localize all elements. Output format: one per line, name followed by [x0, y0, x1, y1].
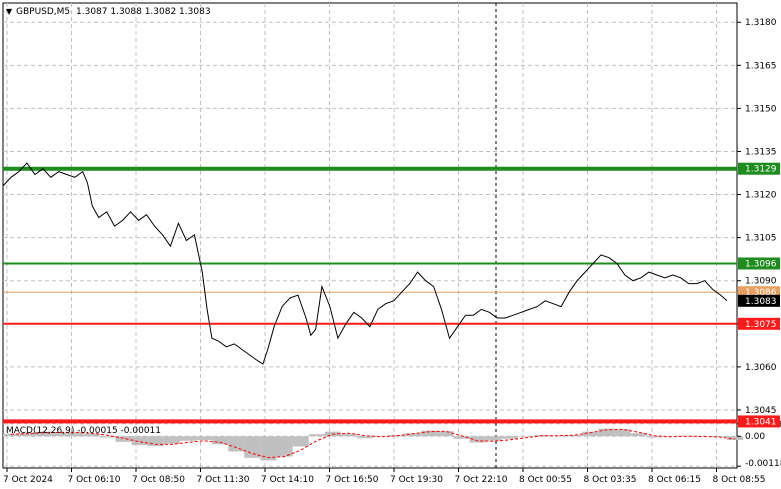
- time-tick-label: 8 Oct 00:55: [519, 475, 572, 485]
- level-label-box: [738, 317, 780, 330]
- price-tick-label: 1.3165: [745, 61, 777, 71]
- macd-bar: [131, 436, 148, 446]
- macd-signal-line: [10, 428, 736, 459]
- macd-bar: [308, 434, 325, 437]
- macd-panel[interactable]: [2, 420, 738, 469]
- level-label: 1.3075: [745, 320, 777, 330]
- macd-bar: [598, 428, 615, 437]
- macd-bar: [517, 436, 534, 437]
- level-label: 1.3096: [745, 259, 777, 269]
- macd-bar: [212, 436, 229, 445]
- macd-tick-label: -0.00118: [745, 459, 781, 469]
- time-tick-label: 7 Oct 06:10: [68, 475, 121, 485]
- macd-bar: [614, 429, 631, 437]
- macd-bar: [727, 436, 744, 441]
- time-tick-label: 7 Oct 2024: [3, 475, 53, 485]
- level-label-box: [738, 257, 780, 270]
- macd-label: MACD(12,26,9) -0.00015 -0.00011: [6, 426, 161, 436]
- macd-bar: [115, 436, 132, 442]
- macd-bar: [67, 432, 84, 437]
- time-tick-label: 7 Oct 16:50: [326, 475, 379, 485]
- macd-bar: [3, 433, 20, 437]
- price-tick-label: 1.3045: [745, 406, 777, 416]
- macd-histogram: [3, 428, 744, 461]
- price-axis: 1.3180 1.3165 1.3150 1.3135 1.3120 1.3105 1.30…: [737, 18, 777, 416]
- dropdown-arrow-icon[interactable]: ▼: [6, 7, 13, 16]
- macd-bar: [340, 433, 357, 437]
- time-tick-label: 7 Oct 22:10: [455, 475, 508, 485]
- macd-bar: [83, 433, 100, 437]
- time-tick-label: 7 Oct 11:30: [197, 475, 250, 485]
- price-tick-label: 1.3150: [745, 104, 777, 114]
- price-tick-label: 1.3060: [745, 363, 777, 373]
- macd-bar: [566, 434, 583, 437]
- macd-bar: [292, 436, 309, 447]
- price-tick-label: 1.3135: [745, 147, 777, 157]
- level-label-box: [738, 294, 780, 307]
- chart-symbol: GBPUSD,M5: [16, 7, 70, 17]
- price-levels: [3, 166, 737, 424]
- chart-ohlc: 1.3087 1.3088 1.3082 1.3083: [76, 7, 211, 17]
- level-label: 1.3129: [745, 165, 777, 175]
- macd-bar: [19, 433, 36, 437]
- macd-tick-label: 0.00: [745, 432, 765, 442]
- macd-bar: [196, 436, 213, 441]
- macd-bar: [228, 436, 245, 452]
- level-label-box: [738, 415, 780, 428]
- macd-bar: [179, 436, 197, 441]
- macd-bar: [501, 436, 518, 439]
- time-tick-label: 8 Oct 08:55: [713, 475, 766, 485]
- macd-bar: [630, 433, 647, 437]
- macd-bar: [485, 436, 502, 441]
- macd-bar: [260, 436, 277, 461]
- macd-bar: [421, 430, 438, 437]
- time-tick-label: 8 Oct 06:15: [648, 475, 701, 485]
- price-tick-label: 1.3180: [745, 18, 777, 28]
- time-tick-label: 7 Oct 14:10: [261, 475, 314, 485]
- price-tick-label: 1.3090: [745, 277, 777, 287]
- time-tick-label: 7 Oct 08:50: [132, 475, 185, 485]
- main-chart-area[interactable]: [2, 2, 738, 421]
- level-label: 1.3041: [745, 417, 777, 427]
- price-line: [2, 162, 728, 365]
- price-tick-label: 1.3105: [745, 234, 777, 244]
- macd-bar: [147, 436, 164, 446]
- macd-bar: [550, 435, 567, 437]
- macd-bar: [276, 436, 293, 457]
- macd-bar: [99, 436, 116, 438]
- time-tick-label: 8 Oct 03:35: [584, 475, 637, 485]
- macd-bar: [469, 436, 486, 443]
- level-label: 1.3086: [745, 288, 777, 298]
- macd-bar: [356, 436, 374, 439]
- level-label-box: [738, 162, 780, 175]
- time-tick-label: 7 Oct 19:30: [390, 475, 443, 485]
- price-tick-label: 1.3120: [745, 191, 777, 201]
- macd-bar: [437, 431, 454, 437]
- time-axis: 7 Oct 2024 7 Oct 06:10 7 Oct 08:50 7 Oct 11…: [3, 468, 765, 485]
- macd-bar: [646, 436, 663, 438]
- level-label: 1.3083: [745, 297, 777, 307]
- macd-bar: [51, 432, 68, 437]
- macd-bar: [163, 436, 180, 444]
- macd-bar: [405, 433, 422, 437]
- macd-bar: [582, 431, 599, 437]
- macd-bar: [453, 436, 470, 439]
- macd-bar: [35, 431, 52, 437]
- macd-bar: [678, 435, 695, 437]
- macd-bar: [373, 436, 390, 437]
